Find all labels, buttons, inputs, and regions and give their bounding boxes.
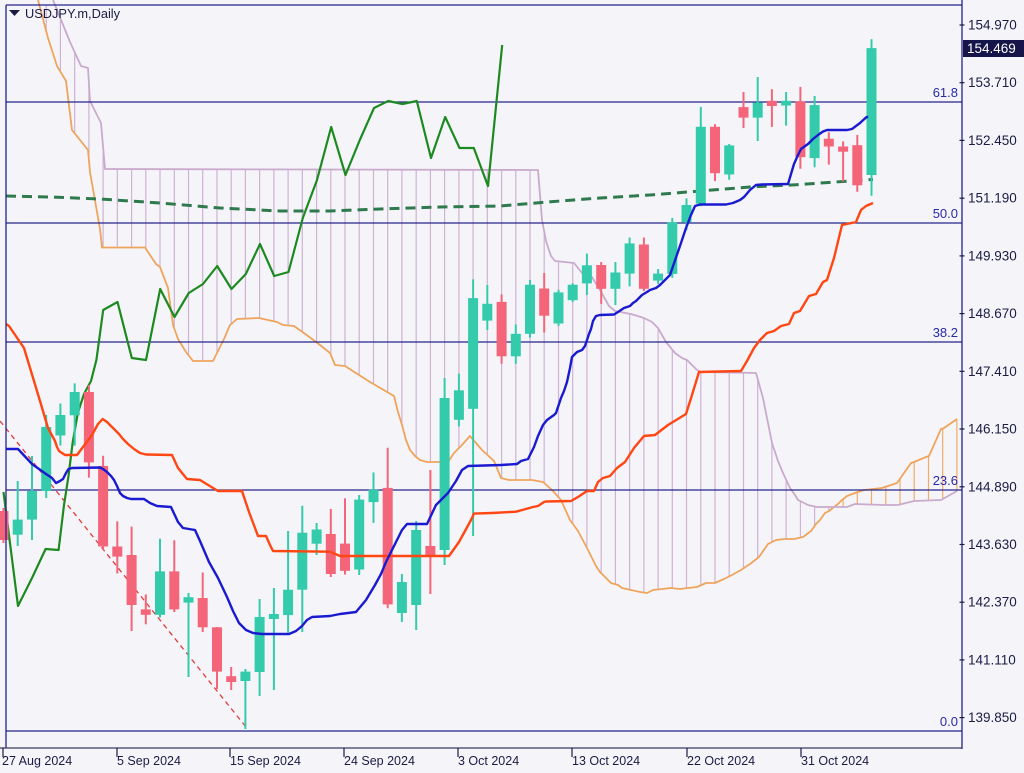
- svg-text:141.110: 141.110: [968, 652, 1016, 667]
- svg-text:3 Oct 2024: 3 Oct 2024: [458, 754, 519, 768]
- svg-text:23.6: 23.6: [933, 473, 958, 488]
- svg-text:USDJPY.m,Daily: USDJPY.m,Daily: [25, 6, 121, 21]
- svg-text:153.710: 153.710: [968, 75, 1017, 90]
- svg-text:13 Oct 2024: 13 Oct 2024: [572, 754, 640, 768]
- svg-text:152.450: 152.450: [968, 133, 1017, 148]
- svg-text:50.0: 50.0: [933, 206, 958, 221]
- svg-text:143.630: 143.630: [968, 537, 1017, 552]
- svg-text:144.890: 144.890: [968, 479, 1017, 494]
- svg-text:27 Aug 2024: 27 Aug 2024: [2, 754, 72, 768]
- svg-text:139.850: 139.850: [968, 710, 1017, 725]
- svg-text:31 Oct 2024: 31 Oct 2024: [801, 754, 869, 768]
- svg-text:24 Sep 2024: 24 Sep 2024: [344, 754, 415, 768]
- svg-text:22 Oct 2024: 22 Oct 2024: [687, 754, 755, 768]
- svg-text:5 Sep 2024: 5 Sep 2024: [117, 754, 181, 768]
- svg-text:0.0: 0.0: [940, 714, 958, 729]
- svg-text:154.970: 154.970: [968, 18, 1017, 33]
- svg-text:142.370: 142.370: [968, 595, 1017, 610]
- svg-text:151.190: 151.190: [968, 191, 1017, 206]
- svg-text:149.930: 149.930: [968, 248, 1017, 263]
- svg-text:154.469: 154.469: [967, 41, 1016, 56]
- svg-text:61.8: 61.8: [933, 85, 958, 100]
- svg-text:15 Sep 2024: 15 Sep 2024: [230, 754, 301, 768]
- svg-text:148.670: 148.670: [968, 306, 1017, 321]
- svg-text:147.410: 147.410: [968, 364, 1017, 379]
- svg-text:38.2: 38.2: [933, 325, 958, 340]
- svg-text:146.150: 146.150: [968, 422, 1017, 437]
